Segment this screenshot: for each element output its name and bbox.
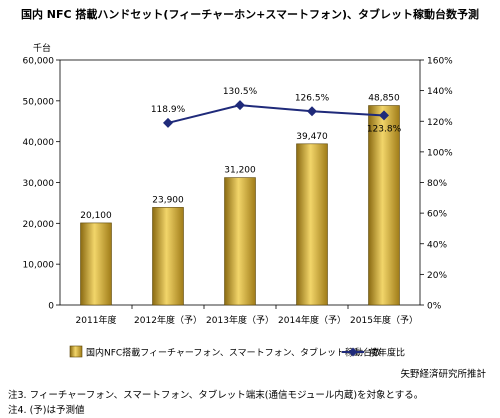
source-note: 矢野経済研究所推計 (400, 369, 486, 380)
ratio-point (235, 100, 245, 111)
footnote-4: 注4. (予)は予測値 (8, 405, 85, 416)
x-tick-label: 2015年度（予） (350, 314, 418, 326)
y-tick-label: 10,000 (23, 261, 55, 271)
y2-tick-label: 0% (427, 302, 442, 312)
y2-tick-label: 120% (427, 118, 453, 128)
ratio-point (379, 110, 389, 121)
bar-value-label: 20,100 (80, 211, 112, 221)
x-tick-label: 2012年度（予） (134, 314, 202, 326)
ratio-point (163, 117, 173, 128)
bar-value-label: 23,900 (152, 195, 184, 205)
bar (80, 222, 112, 306)
x-tick-label: 2014年度（予） (278, 314, 346, 326)
chart-title: 国内 NFC 搭載ハンドセット(フィーチャーホン+スマートフォン)、タブレット稼… (20, 8, 480, 21)
legend-bar-swatch (69, 345, 83, 358)
y-tick-label: 20,000 (23, 220, 55, 230)
bar (152, 207, 184, 306)
legend-line-marker (348, 347, 358, 357)
bar (296, 143, 328, 306)
x-tick-label: 2011年度 (76, 314, 117, 326)
y2-tick-label: 40% (427, 240, 447, 250)
y2-tick-label: 80% (427, 179, 447, 189)
y2-tick-label: 100% (427, 148, 453, 158)
legend-bar-label: 国内NFC搭載フィーチャーフォン、スマートフォン、タブレット稼動台数 (86, 347, 381, 359)
ratio-value-label: 123.8% (367, 124, 402, 134)
y-axis-unit: 千台 (33, 42, 51, 54)
bar-value-label: 39,470 (296, 132, 328, 142)
y-tick-label: 30,000 (23, 179, 55, 189)
ratio-value-label: 126.5% (295, 93, 330, 103)
y-tick-label: 60,000 (23, 57, 55, 67)
ratio-line (167, 104, 385, 124)
ratio-point (307, 106, 317, 117)
legend-line-label: 前年度比 (369, 347, 405, 359)
footnote-3: 注3. フィーチャーフォン、スマートフォン、タブレット端末(通信モジュール内蔵)… (8, 390, 424, 401)
bar-value-label: 48,850 (368, 94, 400, 104)
y2-tick-label: 60% (427, 210, 447, 220)
y2-tick-label: 20% (427, 271, 447, 281)
bar (224, 177, 256, 306)
ratio-value-label: 118.9% (151, 105, 186, 115)
y-tick-label: 0 (48, 302, 54, 312)
y2-tick-label: 160% (427, 57, 453, 67)
bar-value-label: 31,200 (224, 166, 256, 176)
bar (368, 105, 400, 306)
ratio-value-label: 130.5% (223, 87, 258, 97)
y-tick-label: 40,000 (23, 138, 55, 148)
x-tick-label: 2013年度（予） (206, 314, 274, 326)
y-tick-label: 50,000 (23, 97, 55, 107)
y2-tick-label: 140% (427, 87, 453, 97)
